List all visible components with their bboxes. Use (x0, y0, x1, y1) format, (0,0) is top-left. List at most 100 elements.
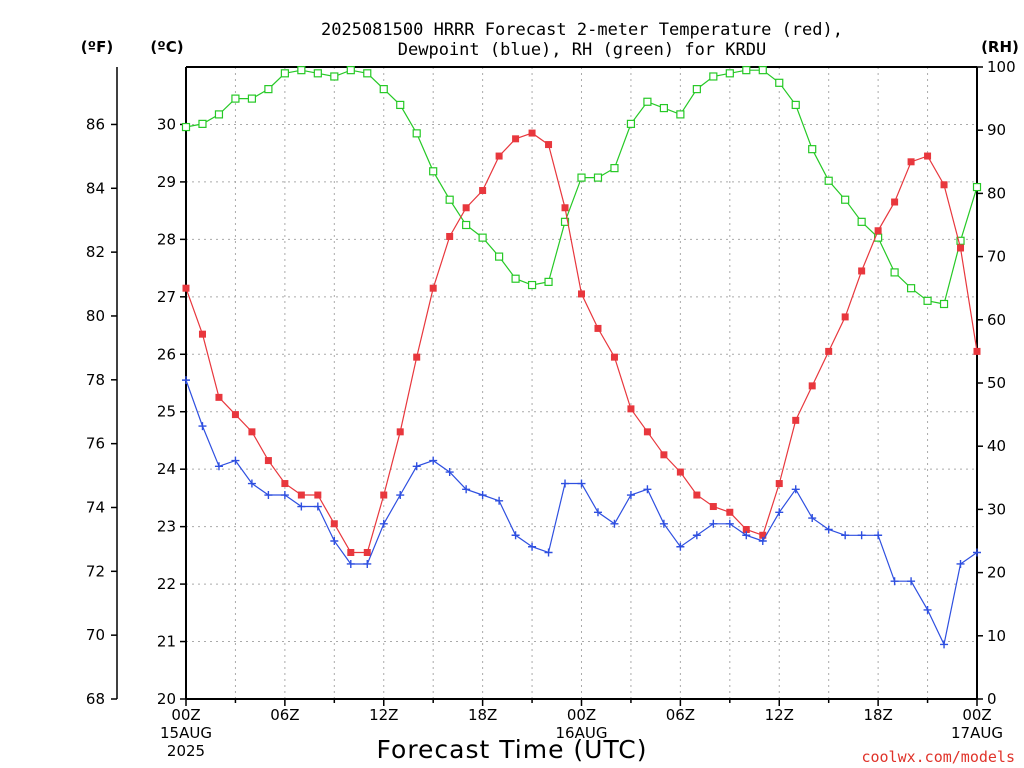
dewpoint-point (709, 519, 718, 528)
fahrenheit-tick-label: 76 (86, 435, 105, 453)
dewpoint-point (643, 485, 652, 494)
dewpoint-point (412, 462, 421, 471)
temperature-point (973, 347, 981, 355)
celsius-tick-label: 28 (157, 230, 176, 248)
rh-point (676, 110, 685, 119)
temperature-point (446, 232, 454, 240)
dewpoint-point (231, 456, 240, 465)
celsius-tick-label: 20 (157, 690, 176, 708)
celsius-tick-label: 29 (157, 173, 176, 191)
temperature-point (561, 204, 569, 212)
celsius-tick-label: 25 (157, 403, 176, 421)
temperature-point (775, 480, 783, 488)
rh-point (214, 110, 224, 119)
rh-point (725, 69, 734, 78)
temperature-point (396, 428, 404, 436)
temperature-point (709, 503, 717, 511)
temperature-point (676, 468, 684, 476)
temperature-point (198, 330, 206, 338)
temperature-point (528, 129, 536, 137)
rh-point (330, 72, 339, 81)
rh-point (280, 69, 289, 78)
dewpoint-point (561, 479, 570, 488)
dewpoint-point (247, 479, 256, 488)
temperature-point (578, 290, 585, 298)
fahrenheit-tick-label: 72 (86, 562, 105, 580)
celsius-tick-label: 26 (157, 345, 176, 363)
rh-point (610, 164, 619, 173)
temperature-point (314, 491, 322, 499)
rh-point (363, 69, 372, 78)
rh-point (742, 66, 751, 75)
x-tick-label: 00Z (962, 706, 991, 724)
rh-point (247, 94, 257, 103)
rh-tick-label: 80 (987, 184, 1006, 202)
rh-point (643, 97, 652, 106)
temperature-line (185, 132, 978, 554)
rh-point (379, 85, 388, 94)
dewpoint-point (692, 531, 701, 540)
rh-tick-label: 30 (987, 500, 1006, 518)
dewpoint-point (593, 508, 602, 517)
temperature-point (413, 353, 421, 361)
dewpoint-point (907, 577, 916, 586)
fahrenheit-tick-label: 82 (86, 243, 105, 261)
temperature-point (874, 227, 882, 235)
axes: 20 21 22 23 24 25 26 27 28 29 30 68 70 72 74 76 78 80 82 84… (86, 58, 1016, 760)
rh-point (511, 274, 520, 283)
rh-point (495, 252, 504, 261)
fahrenheit-tick-label: 84 (86, 179, 105, 197)
fahrenheit-tick-label: 68 (86, 690, 105, 708)
rh-point (231, 94, 240, 103)
rh-point (709, 72, 718, 81)
dewpoint-point (297, 502, 306, 511)
temperature-point (545, 141, 553, 149)
rh-point (956, 236, 965, 245)
celsius-tick-label: 27 (157, 288, 176, 306)
dewpoint-point (429, 456, 438, 465)
temperature-point (363, 548, 371, 556)
rh-point (396, 100, 405, 110)
temperature-point (512, 135, 520, 143)
right-axis-unit-rh: (RH) (981, 38, 1019, 56)
rh-point (544, 277, 553, 286)
dewpoint-point (841, 531, 850, 540)
temperature-point (281, 480, 289, 488)
rh-tick-label: 40 (987, 437, 1006, 455)
temperature-point (759, 531, 767, 539)
rh-point (939, 299, 949, 309)
rh-point (808, 145, 817, 154)
rh-point (906, 284, 916, 293)
dewpoint-point (330, 537, 339, 545)
grid-lines (186, 67, 977, 699)
fahrenheit-tick-label: 86 (86, 115, 105, 133)
rh-tick-label: 0 (987, 690, 997, 708)
temperature-point (726, 508, 734, 516)
temperature-point (940, 181, 948, 189)
temperature-point (479, 187, 487, 195)
dewpoint-point (313, 502, 322, 511)
rh-tick-label: 20 (987, 564, 1006, 582)
dewpoint-point (495, 496, 504, 505)
rh-tick-label: 60 (987, 311, 1006, 329)
dewpoint-point (511, 531, 520, 540)
temperature-point (841, 313, 849, 321)
temperature-point (264, 457, 272, 465)
rh-point (758, 66, 767, 75)
dewpoint-point (462, 485, 471, 494)
dewpoint-series (182, 376, 981, 649)
x-date-label: 2025 (167, 742, 205, 760)
rh-point (560, 217, 570, 226)
rh-point (626, 119, 636, 128)
rh-point (478, 233, 487, 242)
rh-tick-label: 10 (987, 627, 1006, 645)
x-date-label: 15AUG (160, 724, 212, 742)
dewpoint-point (742, 531, 751, 540)
rh-point (264, 85, 273, 94)
rh-point (890, 268, 899, 277)
temperature-point (907, 158, 915, 166)
rh-point (775, 78, 784, 87)
dewpoint-point (264, 491, 273, 500)
celsius-tick-label: 23 (157, 518, 176, 536)
x-tick-label: 12Z (369, 706, 398, 724)
